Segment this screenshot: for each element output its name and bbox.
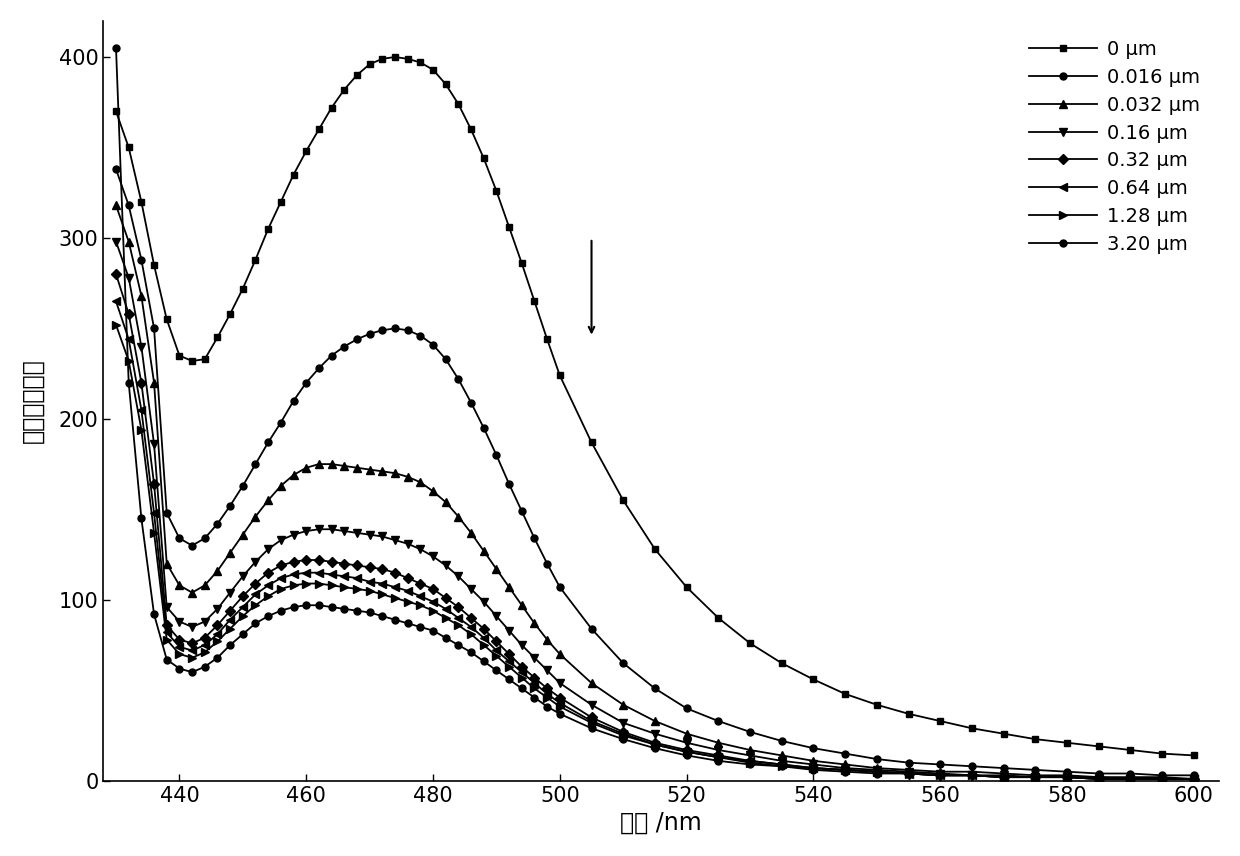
- 0.032 μm: [362, 465, 377, 475]
- Legend: 0 μm, 0.016 μm, 0.032 μm, 0.16 μm, 0.32 μm, 0.64 μm, 1.28 μm, 3.20 μm: 0 μm, 0.016 μm, 0.032 μm, 0.16 μm, 0.32 …: [1019, 31, 1209, 264]
- 1.28 μm: [122, 356, 136, 366]
- 0.32 μm: [774, 759, 789, 770]
- 1.28 μm: [1091, 774, 1106, 784]
- Line: 0.16 μm: 0.16 μm: [112, 237, 1198, 783]
- 3.20 μm: [362, 608, 377, 618]
- 0.016 μm: [109, 164, 124, 175]
- 0 μm: [362, 59, 377, 69]
- 0.32 μm: [584, 712, 599, 722]
- 1.28 μm: [1187, 774, 1202, 784]
- 3.20 μm: [122, 377, 136, 388]
- 0 μm: [552, 371, 567, 381]
- 0.32 μm: [539, 683, 554, 693]
- 0.32 μm: [362, 562, 377, 573]
- 0.16 μm: [502, 626, 517, 636]
- 1.28 μm: [584, 717, 599, 728]
- 0.016 μm: [362, 329, 377, 339]
- 0 μm: [388, 52, 403, 62]
- 3.20 μm: [584, 723, 599, 734]
- 0.032 μm: [774, 750, 789, 760]
- 0.016 μm: [502, 479, 517, 489]
- 3.20 μm: [502, 675, 517, 685]
- X-axis label: 波长 /nm: 波长 /nm: [620, 811, 702, 835]
- 0.32 μm: [1091, 774, 1106, 784]
- 0.64 μm: [122, 334, 136, 344]
- 0 μm: [515, 259, 529, 269]
- 3.20 μm: [774, 761, 789, 771]
- 0.64 μm: [502, 657, 517, 667]
- 0 μm: [109, 106, 124, 116]
- 0 μm: [122, 142, 136, 152]
- Line: 0 μm: 0 μm: [113, 54, 1198, 759]
- 0.64 μm: [362, 577, 377, 587]
- 0.016 μm: [584, 624, 599, 634]
- 3.20 μm: [109, 43, 124, 53]
- 1.28 μm: [502, 662, 517, 672]
- 0.16 μm: [362, 530, 377, 540]
- 3.20 μm: [1187, 774, 1202, 784]
- 0.64 μm: [1091, 774, 1106, 784]
- 0.016 μm: [1154, 770, 1169, 781]
- Y-axis label: 荧光发射强度: 荧光发射强度: [21, 359, 45, 443]
- 0.16 μm: [1187, 774, 1202, 784]
- 0.032 μm: [539, 634, 554, 645]
- 0.64 μm: [774, 759, 789, 770]
- 0.32 μm: [502, 649, 517, 659]
- 0.32 μm: [1187, 774, 1202, 784]
- Line: 0.016 μm: 0.016 μm: [113, 166, 1198, 779]
- 0.64 μm: [539, 689, 554, 699]
- 0.64 μm: [584, 716, 599, 726]
- 0.032 μm: [1187, 774, 1202, 784]
- 0.032 μm: [584, 678, 599, 688]
- 0.16 μm: [122, 272, 136, 282]
- 0.032 μm: [109, 200, 124, 211]
- Line: 0.64 μm: 0.64 μm: [112, 297, 1198, 783]
- 0.64 μm: [109, 296, 124, 306]
- 3.20 μm: [539, 701, 554, 711]
- 1.28 μm: [362, 586, 377, 596]
- 1.28 μm: [109, 319, 124, 330]
- 0 μm: [616, 495, 631, 505]
- 0 μm: [806, 675, 821, 685]
- Line: 0.32 μm: 0.32 μm: [113, 270, 1198, 782]
- 0.16 μm: [774, 756, 789, 766]
- 0.016 μm: [774, 736, 789, 746]
- Line: 1.28 μm: 1.28 μm: [112, 321, 1198, 783]
- 3.20 μm: [1091, 774, 1106, 784]
- 0.16 μm: [109, 236, 124, 247]
- 0.016 μm: [539, 558, 554, 568]
- 0.16 μm: [1123, 774, 1138, 784]
- Line: 0.032 μm: 0.032 μm: [112, 201, 1198, 783]
- 0.016 μm: [122, 200, 136, 211]
- 0.32 μm: [122, 309, 136, 319]
- 0.32 μm: [109, 269, 124, 279]
- 0.032 μm: [122, 236, 136, 247]
- 0.16 μm: [539, 665, 554, 675]
- 0 μm: [1187, 750, 1202, 760]
- 0.032 μm: [502, 582, 517, 592]
- 0.016 μm: [1187, 770, 1202, 781]
- 1.28 μm: [539, 693, 554, 703]
- 0.64 μm: [1187, 774, 1202, 784]
- 1.28 μm: [774, 761, 789, 771]
- 0.16 μm: [584, 699, 599, 710]
- Line: 3.20 μm: 3.20 μm: [113, 45, 1198, 782]
